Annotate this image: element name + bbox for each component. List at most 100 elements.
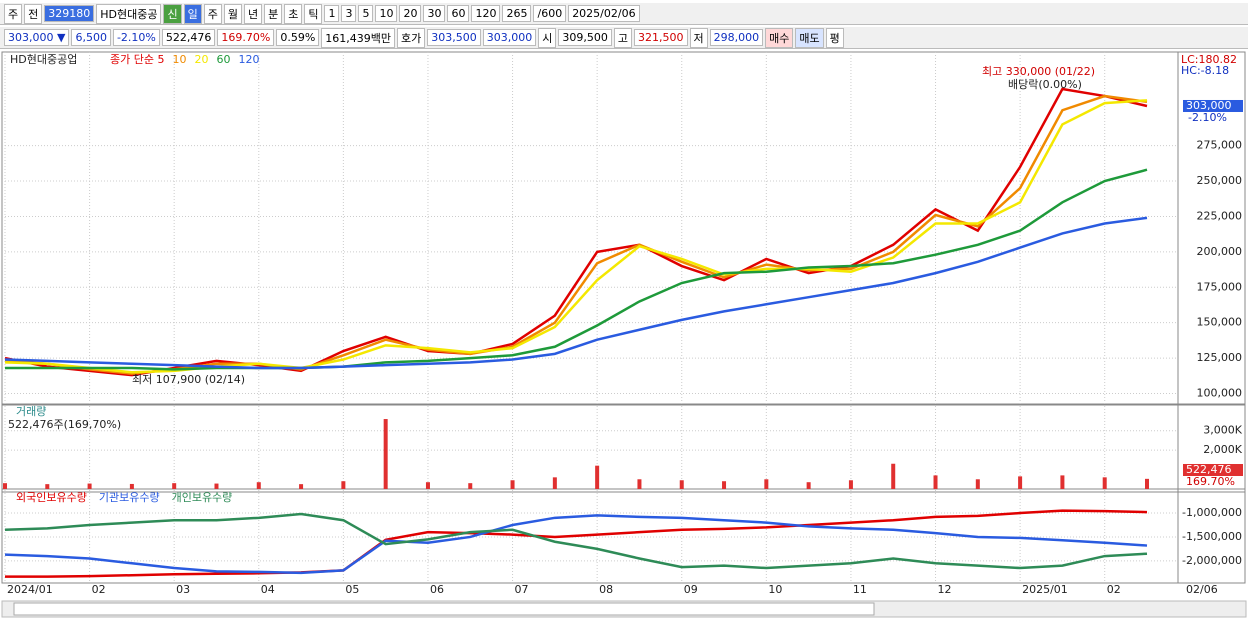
x-tick-label: 09 bbox=[684, 583, 698, 596]
toolbar-item[interactable]: 298,000 bbox=[709, 29, 764, 46]
volume-bar bbox=[214, 483, 219, 489]
toolbar-item[interactable]: 329180 bbox=[44, 5, 95, 22]
legend-item: 개인보유수량 bbox=[172, 491, 233, 504]
toolbar-item[interactable]: 303,000 ▼ bbox=[4, 29, 70, 46]
annotation: 최저 107,900 (02/14) bbox=[132, 373, 245, 386]
last-volume-box bbox=[1183, 464, 1243, 476]
toolbar-item[interactable]: 평 bbox=[825, 27, 844, 48]
toolbar-item[interactable]: 522,476 bbox=[161, 29, 216, 46]
series-line bbox=[4, 87, 1148, 377]
toolbar-item[interactable]: 일 bbox=[183, 3, 202, 24]
volume-bar bbox=[933, 475, 938, 489]
y-tick-label: -1,000,000 bbox=[1182, 506, 1242, 519]
volume-bar bbox=[1060, 475, 1065, 489]
toolbar-item[interactable]: 3 bbox=[341, 5, 357, 22]
toolbar-item[interactable]: 저 bbox=[689, 27, 708, 48]
volume-bar bbox=[341, 481, 346, 489]
panel-frame bbox=[1, 51, 1246, 406]
legend-item: 60 bbox=[216, 53, 230, 66]
x-tick-label: 06 bbox=[430, 583, 444, 596]
volume-bar bbox=[764, 479, 769, 489]
panel-frame bbox=[1, 403, 1246, 493]
toolbar-item[interactable]: 월 bbox=[223, 3, 242, 24]
series-line bbox=[4, 94, 1148, 375]
series-line bbox=[4, 99, 1148, 374]
toolbar-item[interactable]: 309,500 bbox=[558, 29, 612, 46]
x-tick-label: 02 bbox=[1107, 583, 1121, 596]
toolbar-item[interactable]: /600 bbox=[533, 5, 567, 22]
toolbar-item[interactable]: 5 bbox=[358, 5, 374, 22]
legend-item: 120 bbox=[238, 53, 259, 66]
toolbar-item[interactable]: 10 bbox=[375, 5, 398, 22]
toolbar-item[interactable]: 303,500 bbox=[427, 29, 481, 46]
last-price: 303,000 bbox=[1186, 99, 1232, 112]
volume-bar bbox=[848, 480, 853, 489]
x-tick-label: 2025/01 bbox=[1022, 583, 1068, 596]
toolbar-item[interactable]: 년 bbox=[243, 3, 263, 24]
toolbar-item[interactable]: 120 bbox=[471, 5, 501, 22]
toolbar-item[interactable]: 303,000 bbox=[482, 29, 537, 46]
toolbar-item[interactable]: 20 bbox=[399, 5, 422, 22]
volume-bar bbox=[637, 479, 642, 489]
volume-bar bbox=[299, 484, 304, 489]
toolbar-item[interactable]: 0.59% bbox=[276, 29, 320, 46]
x-tick-label: 04 bbox=[261, 583, 275, 596]
volume-bar bbox=[722, 481, 727, 489]
info-bar: 303,000 ▼ 6,500 -2.10% 522,476 169.70% 0.59% 1… bbox=[0, 27, 1248, 49]
toolbar-item[interactable]: 틱 bbox=[304, 3, 323, 24]
toolbar-item[interactable]: 초 bbox=[284, 3, 303, 24]
legend-item: 종가 단순 5 bbox=[110, 53, 164, 66]
annotation: LC:180.82 bbox=[1181, 53, 1237, 66]
toolbar-item[interactable]: 60 bbox=[447, 5, 470, 22]
series-line bbox=[4, 514, 1148, 575]
toolbar-item[interactable]: 161,439백만 bbox=[321, 27, 396, 48]
volume-bar bbox=[679, 480, 684, 489]
volume-bar bbox=[3, 483, 7, 489]
series-line bbox=[5, 168, 1148, 371]
volume-bar bbox=[975, 479, 980, 489]
volume-bar bbox=[552, 477, 557, 489]
y-tick-label: 250,000 bbox=[1197, 174, 1243, 187]
panel-subtitle: 522,476주(169,70%) bbox=[8, 418, 121, 431]
toolbar-item[interactable]: 321,500 bbox=[634, 29, 688, 46]
toolbar-item[interactable]: -2.10% bbox=[112, 29, 160, 46]
y-tick-label: 225,000 bbox=[1197, 209, 1243, 222]
toolbar-item[interactable]: 6,500 bbox=[71, 29, 111, 46]
toolbar-item[interactable]: 265 bbox=[502, 5, 532, 22]
toolbar-item[interactable]: 신 bbox=[163, 3, 182, 24]
toolbar-item[interactable]: 시 bbox=[538, 27, 557, 48]
volume-bar bbox=[891, 463, 896, 489]
toolbar-item[interactable]: 주 bbox=[4, 3, 23, 24]
series-line bbox=[5, 509, 1148, 578]
toolbar-item[interactable]: 전 bbox=[24, 3, 43, 24]
toolbar-item[interactable]: 2025/02/06 bbox=[568, 5, 640, 22]
y-tick-label: 125,000 bbox=[1197, 351, 1243, 364]
annotation: 최고 330,000 (01/22) bbox=[982, 65, 1095, 78]
volume-bar bbox=[595, 465, 600, 489]
toolbar-item[interactable]: 169.70% bbox=[217, 29, 275, 46]
toolbar-item[interactable]: 분 bbox=[264, 3, 283, 24]
volume-bar bbox=[468, 483, 473, 489]
toolbar-item[interactable]: 고 bbox=[613, 27, 633, 48]
volume-bar bbox=[1102, 477, 1107, 489]
toolbar-item[interactable]: 주 bbox=[203, 3, 222, 24]
last-price-box bbox=[1183, 99, 1243, 112]
toolbar-item[interactable]: 매수 bbox=[765, 27, 794, 48]
toolbar-item[interactable]: HD현대중공 bbox=[96, 3, 162, 24]
toolbar-item[interactable]: 호가 bbox=[397, 27, 426, 48]
volume-bar bbox=[87, 483, 92, 489]
toolbar-item[interactable]: 매도 bbox=[795, 27, 824, 48]
toolbar-item[interactable]: 30 bbox=[423, 5, 446, 22]
y-tick-label: 3,000K bbox=[1203, 424, 1242, 437]
volume-bar bbox=[425, 482, 430, 489]
volume-bar bbox=[256, 482, 261, 489]
y-tick-label: 100,000 bbox=[1197, 387, 1243, 400]
annotation: HC:-8.18 bbox=[1181, 64, 1229, 77]
scroll-thumb bbox=[13, 602, 875, 616]
volume-bar bbox=[45, 484, 50, 489]
volume-bar bbox=[806, 482, 811, 489]
x-tick-label: 05 bbox=[345, 583, 359, 596]
cursor-date: 02/06 bbox=[1186, 583, 1218, 596]
y-tick-label: -1,500,000 bbox=[1182, 530, 1242, 543]
toolbar-item[interactable]: 1 bbox=[324, 5, 340, 22]
